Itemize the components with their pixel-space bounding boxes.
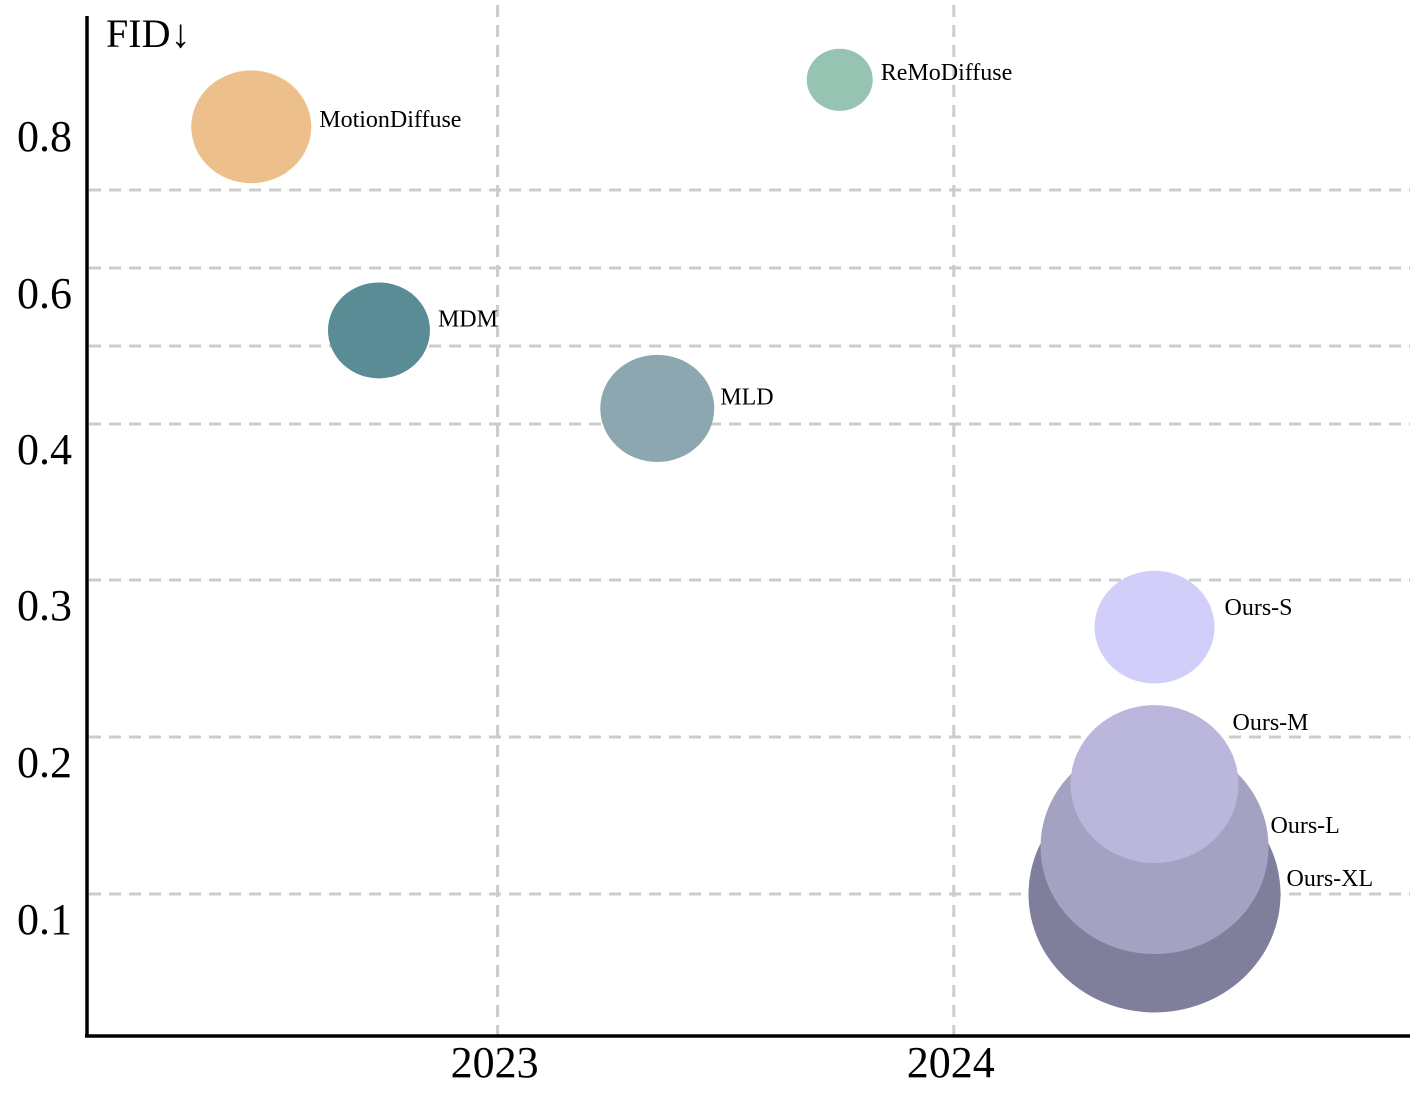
tick-label-layer: 0.1 0.2 0.3 0.4 0.6 0.8 2023 2024: [17, 112, 995, 1087]
bubble-label-ours-m: Ours-M: [1233, 710, 1309, 736]
y-tick-label: 0.4: [17, 425, 72, 474]
bubble-label-ours-xl: Ours-XL: [1287, 866, 1374, 892]
bubble-remodiffuse: [806, 48, 873, 111]
y-tick-label: 0.8: [17, 112, 72, 161]
bubble-mld: [600, 354, 715, 462]
bubble-ours-m: [1070, 705, 1239, 864]
bubble-label-mld: MLD: [720, 384, 773, 410]
bubble-label-ours-s: Ours-S: [1225, 595, 1293, 621]
y-tick-label: 0.6: [17, 269, 72, 318]
bubble-layer: [191, 48, 1281, 1013]
y-tick-label: 0.2: [17, 738, 72, 787]
bubble-label-remodiffuse: ReMoDiffuse: [881, 60, 1013, 86]
bubble-label-motiondiffuse: MotionDiffuse: [319, 107, 461, 133]
bubble-motiondiffuse: [191, 70, 312, 184]
y-tick-label: 0.1: [17, 895, 72, 944]
x-tick-label: 2023: [451, 1038, 539, 1087]
y-tick-label: 0.3: [17, 581, 72, 630]
y-axis-label: FID↓: [106, 11, 190, 56]
x-tick-label: 2024: [907, 1038, 995, 1087]
bubble-mdm: [327, 282, 430, 379]
axis-layer: [85, 16, 1410, 1038]
grid-layer: [89, 5, 1410, 1036]
bubble-ours-s: [1094, 570, 1215, 684]
bubble-label-ours-l: Ours-L: [1271, 813, 1340, 839]
bubble-label-layer: MotionDiffuse MDM MLD ReMoDiffuse Ours-S Ours…: [319, 60, 1373, 892]
bubble-label-mdm: MDM: [438, 306, 498, 332]
